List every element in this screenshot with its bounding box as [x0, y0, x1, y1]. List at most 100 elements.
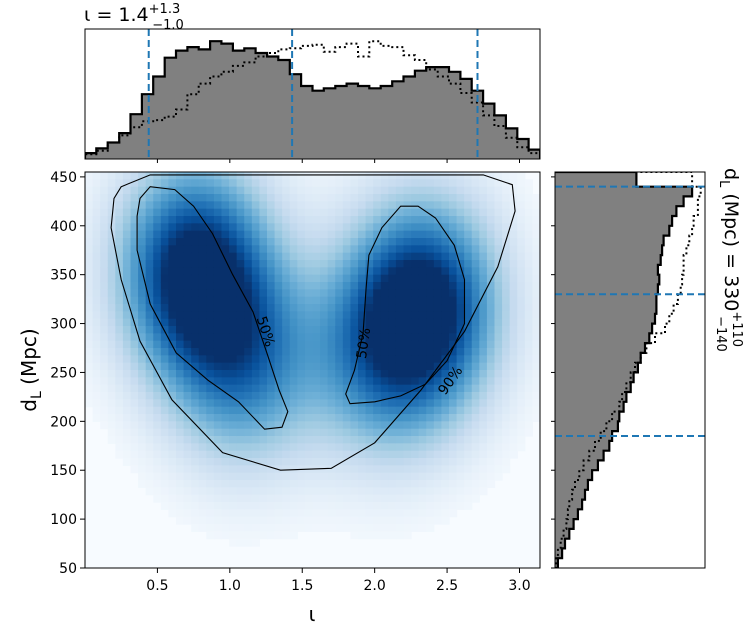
density-cell [388, 179, 397, 188]
density-cell [191, 296, 200, 305]
density-cell [251, 318, 261, 327]
density-cell [350, 436, 359, 444]
density-cell [312, 186, 321, 195]
density-cell [486, 267, 496, 276]
density-cell [312, 333, 321, 342]
density-cell [244, 458, 253, 466]
density-cell [297, 443, 306, 452]
density-cell [335, 252, 344, 261]
density-cell [532, 267, 540, 276]
density-cell [236, 245, 245, 254]
density-cell [524, 348, 534, 356]
density-cell [130, 186, 139, 195]
density-cell [358, 377, 367, 386]
density-cell [532, 282, 540, 290]
density-cell [335, 326, 344, 334]
density-cell [198, 362, 207, 371]
density-cell [312, 509, 321, 518]
density-cell [198, 348, 207, 356]
density-cell [297, 370, 306, 378]
density-cell [335, 311, 344, 320]
density-cell [479, 282, 488, 290]
density-cell [206, 472, 215, 481]
density-cell [365, 399, 374, 408]
density-cell [517, 406, 526, 415]
density-cell [471, 377, 480, 386]
density-cell [153, 238, 162, 246]
density-cell [122, 216, 132, 224]
density-cell [213, 472, 223, 481]
density-cell [297, 238, 306, 246]
density-cell [380, 267, 389, 276]
density-cell [198, 494, 207, 503]
density-cell [426, 472, 435, 481]
density-cell [138, 208, 147, 217]
density-cell [441, 333, 450, 342]
density-cell [274, 274, 283, 283]
density-cell [85, 355, 94, 364]
density-cell [449, 355, 458, 364]
density-cell [183, 355, 192, 364]
density-cell [213, 348, 223, 356]
density-cell [441, 472, 450, 481]
density-cell [426, 450, 435, 459]
density-cell [213, 428, 223, 437]
density-cell [176, 194, 185, 202]
density-cell [122, 223, 132, 232]
density-cell [267, 267, 276, 276]
density-cell [229, 333, 238, 342]
density-cell [509, 216, 518, 224]
density-cell [464, 348, 473, 356]
density-cell [494, 370, 503, 378]
density-cell [100, 377, 109, 386]
density-cell [267, 443, 276, 452]
density-cell [198, 318, 207, 327]
density-cell [198, 245, 207, 254]
density-cell [168, 260, 177, 268]
density-cell [517, 179, 526, 188]
density-cell [153, 421, 162, 430]
density-cell [107, 406, 116, 415]
density-cell [198, 355, 207, 364]
density-cell [92, 245, 101, 254]
density-cell [327, 377, 336, 386]
density-cell [251, 304, 261, 312]
density-cell [92, 282, 101, 290]
density-cell [122, 311, 132, 320]
density-cell [267, 252, 276, 261]
density-cell [221, 377, 230, 386]
density-cell [403, 186, 412, 195]
density-cell [115, 201, 124, 210]
density-cell [479, 274, 488, 283]
density-cell [274, 370, 283, 378]
density-cell [206, 480, 215, 488]
density-cell [524, 260, 534, 268]
density-cell [289, 458, 298, 466]
density-cell [122, 414, 132, 422]
density-cell [221, 384, 230, 393]
density-cell [122, 340, 132, 349]
density-cell [251, 245, 261, 254]
density-cell [92, 326, 101, 334]
density-cell [229, 296, 238, 305]
density-cell [259, 421, 268, 430]
density-cell [509, 428, 518, 437]
density-cell [92, 392, 101, 400]
density-cell [320, 172, 329, 180]
density-cell [213, 531, 223, 540]
density-cell [251, 282, 261, 290]
density-cell [456, 458, 465, 466]
density-cell [411, 172, 420, 180]
density-cell [411, 186, 420, 195]
density-cell [403, 392, 412, 400]
density-cell [122, 355, 132, 364]
density-cell [312, 282, 321, 290]
density-cell [168, 267, 177, 276]
density-cell [411, 399, 420, 408]
density-cell [183, 494, 192, 503]
density-cell [145, 384, 154, 393]
density-cell [145, 377, 154, 386]
density-cell [373, 194, 382, 202]
density-cell [138, 274, 147, 283]
density-cell [122, 230, 132, 239]
